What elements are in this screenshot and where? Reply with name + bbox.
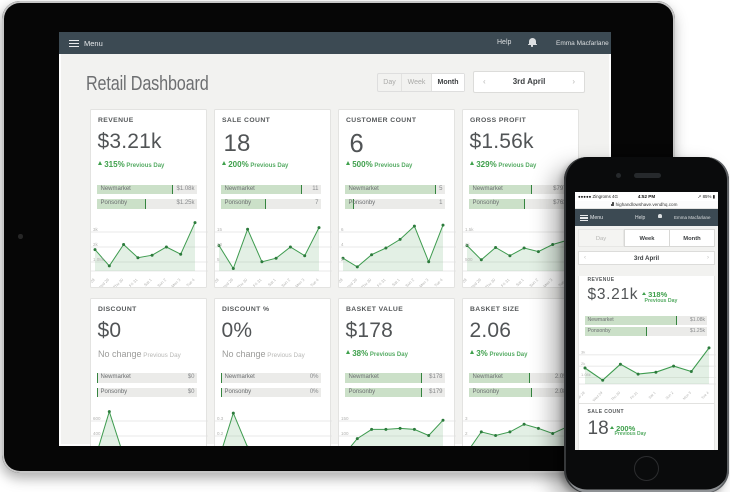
- svg-text:500: 500: [465, 257, 473, 262]
- svg-text:4: 4: [341, 242, 344, 247]
- svg-text:Tue 4: Tue 4: [433, 277, 444, 287]
- svg-text:150: 150: [341, 415, 349, 420]
- svg-text:Tue 28: Tue 28: [339, 277, 344, 287]
- svg-text:Sat 1: Sat 1: [390, 277, 401, 287]
- svg-text:Tue 28: Tue 28: [91, 277, 96, 287]
- svg-text:2: 2: [341, 257, 344, 262]
- svg-text:Sun 2: Sun 2: [528, 277, 539, 287]
- svg-text:Sat 1: Sat 1: [142, 277, 153, 287]
- svg-text:Thu 30: Thu 30: [359, 277, 372, 287]
- svg-text:Sun 2: Sun 2: [404, 277, 415, 287]
- svg-text:0.3: 0.3: [217, 415, 224, 420]
- svg-text:Tue 28: Tue 28: [463, 277, 468, 287]
- svg-text:Mon 3: Mon 3: [542, 277, 554, 287]
- svg-text:Sun 2: Sun 2: [665, 391, 674, 400]
- svg-text:2: 2: [465, 430, 468, 435]
- svg-text:1: 1: [465, 445, 468, 446]
- svg-text:Tue 4: Tue 4: [185, 277, 196, 287]
- svg-text:3k: 3k: [581, 350, 585, 355]
- svg-text:Mon 3: Mon 3: [170, 277, 182, 287]
- svg-text:Tue 28: Tue 28: [215, 277, 220, 287]
- svg-text:Thu 30: Thu 30: [111, 277, 124, 287]
- svg-text:50: 50: [341, 445, 347, 446]
- svg-text:1k: 1k: [465, 242, 471, 247]
- svg-text:Thu 30: Thu 30: [235, 277, 248, 287]
- svg-text:5: 5: [217, 257, 220, 262]
- svg-text:Fri 31: Fri 31: [127, 277, 138, 287]
- svg-text:Tue 28: Tue 28: [579, 391, 586, 402]
- svg-text:3k: 3k: [93, 227, 99, 232]
- svg-text:1.08k: 1.08k: [93, 257, 105, 262]
- svg-text:2k: 2k: [93, 242, 99, 247]
- svg-text:Wed 29: Wed 29: [220, 277, 234, 287]
- svg-text:Fri 31: Fri 31: [499, 277, 510, 287]
- svg-text:Wed 29: Wed 29: [96, 277, 110, 287]
- svg-text:Wed 29: Wed 29: [468, 277, 482, 287]
- svg-text:2k: 2k: [581, 361, 585, 366]
- svg-text:Wed 29: Wed 29: [592, 391, 604, 403]
- svg-text:100: 100: [341, 430, 349, 435]
- svg-text:1.5k: 1.5k: [465, 227, 474, 232]
- svg-text:Mon 3: Mon 3: [682, 391, 692, 401]
- svg-text:Wed 29: Wed 29: [344, 277, 358, 287]
- svg-text:Thu 30: Thu 30: [610, 391, 621, 402]
- svg-text:Fri 31: Fri 31: [375, 277, 386, 287]
- svg-text:Sun 2: Sun 2: [280, 277, 291, 287]
- svg-text:Tue 4: Tue 4: [700, 391, 709, 400]
- svg-text:Tue 4: Tue 4: [557, 277, 568, 287]
- svg-text:200: 200: [93, 445, 101, 446]
- svg-text:600: 600: [93, 415, 101, 420]
- svg-text:Sat 1: Sat 1: [514, 277, 525, 287]
- svg-text:Mon 3: Mon 3: [418, 277, 430, 287]
- svg-text:0.1: 0.1: [217, 445, 224, 446]
- svg-text:Sat 1: Sat 1: [648, 391, 657, 400]
- svg-text:3: 3: [465, 415, 468, 420]
- svg-text:Sat 1: Sat 1: [266, 277, 277, 287]
- svg-text:15: 15: [217, 227, 223, 232]
- svg-text:Fri 31: Fri 31: [629, 391, 638, 400]
- svg-text:Thu 30: Thu 30: [483, 277, 496, 287]
- svg-text:Sun 2: Sun 2: [156, 277, 167, 287]
- svg-text:400: 400: [93, 430, 101, 435]
- svg-text:Fri 31: Fri 31: [251, 277, 262, 287]
- svg-text:Mon 3: Mon 3: [294, 277, 306, 287]
- svg-text:Tue 4: Tue 4: [309, 277, 320, 287]
- svg-text:6: 6: [341, 227, 344, 232]
- svg-text:10: 10: [217, 242, 223, 247]
- svg-text:0.2: 0.2: [217, 430, 224, 435]
- svg-text:1.08k: 1.08k: [581, 372, 591, 377]
